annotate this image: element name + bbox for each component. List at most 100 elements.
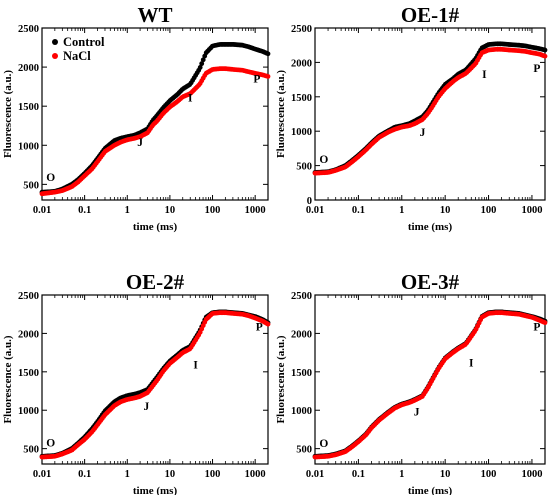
phase-label: P: [533, 321, 540, 333]
data-point: [265, 321, 271, 327]
x-tick-label: 1000: [245, 205, 266, 216]
x-tick-label: 0.1: [352, 469, 365, 480]
phase-label: O: [46, 172, 55, 184]
data-point: [197, 65, 203, 70]
data-series: [312, 310, 548, 460]
x-tick-label: 10: [165, 205, 176, 216]
y-axis-label: Fluorescence (a.u.): [275, 70, 287, 158]
y-tick-label: 2500: [18, 24, 39, 35]
chart-title: OE-2#: [126, 270, 185, 294]
y-tick-label: 500: [23, 445, 39, 456]
phase-label: J: [420, 127, 426, 139]
phase-label: I: [193, 360, 198, 372]
phase-label: O: [319, 154, 328, 166]
x-tick-label: 1000: [521, 469, 542, 480]
data-point: [199, 61, 205, 67]
chart-title: OE-1#: [401, 3, 460, 27]
data-series: [39, 310, 271, 460]
phase-label: I: [188, 92, 193, 104]
y-axis-label: Fluorescence (a.u.): [275, 335, 287, 423]
phase-label: I: [469, 357, 474, 369]
x-tick-label: 1: [125, 469, 130, 480]
data-series: [39, 42, 271, 195]
phase-label: P: [533, 63, 540, 75]
y-tick-label: 0: [307, 196, 312, 207]
y-tick-label: 500: [296, 445, 312, 456]
x-tick-label: 1000: [245, 469, 266, 480]
y-tick-label: 2500: [291, 291, 312, 302]
y-tick-label: 1000: [18, 141, 39, 152]
data-point: [542, 47, 548, 53]
data-series: [39, 66, 271, 197]
y-tick-label: 2000: [291, 329, 312, 340]
data-point: [542, 320, 548, 326]
x-tick-label: 0.01: [306, 469, 324, 480]
y-tick-label: 500: [296, 162, 312, 173]
chart-panel: 0.01 0.1 1 10 100 1000 0 500 1000 1500 2000 2500 OE-…: [275, 3, 548, 233]
x-axis-label: time (ms): [133, 485, 178, 495]
data-point: [200, 57, 206, 63]
x-tick-label: 1: [125, 205, 130, 216]
phase-label: I: [482, 69, 487, 81]
y-axis-label: Fluorescence (a.u.): [2, 70, 14, 158]
y-tick-label: 2000: [18, 329, 39, 340]
phase-label: J: [143, 401, 149, 413]
phase-label: O: [46, 437, 55, 449]
x-axis-label: time (ms): [408, 221, 453, 233]
x-tick-label: 0.1: [78, 469, 91, 480]
x-tick-label: 1: [399, 205, 404, 216]
legend-label: NaCl: [63, 49, 91, 63]
y-tick-label: 1000: [291, 406, 312, 417]
data-point: [542, 53, 548, 59]
legend-marker: [52, 53, 58, 59]
chart-panel: 0.01 0.1 1 10 100 1000 500 1000 1500 2000 2500 WT ti…: [2, 3, 271, 233]
y-tick-label: 1500: [291, 93, 312, 104]
x-tick-label: 0.1: [78, 205, 91, 216]
y-tick-label: 2000: [291, 58, 312, 69]
x-axis-label: time (ms): [408, 485, 453, 495]
phase-label: J: [137, 137, 143, 149]
chart-title: WT: [137, 3, 172, 27]
x-tick-label: 100: [481, 205, 497, 216]
x-tick-label: 1000: [521, 205, 542, 216]
x-tick-label: 10: [440, 205, 451, 216]
y-tick-label: 1500: [18, 368, 39, 379]
x-tick-label: 10: [440, 469, 451, 480]
y-tick-label: 1500: [18, 102, 39, 113]
x-tick-label: 100: [481, 469, 497, 480]
chart-panel: 0.01 0.1 1 10 100 1000 500 1000 1500 2000 2500 OE-3…: [275, 270, 548, 495]
plot-frame: [314, 294, 546, 465]
phase-label: P: [256, 321, 263, 333]
y-tick-label: 1000: [18, 406, 39, 417]
legend-label: Control: [63, 35, 105, 49]
plot-frame: [314, 27, 546, 201]
legend-marker: [52, 39, 58, 45]
y-tick-label: 1000: [291, 127, 312, 138]
x-tick-label: 10: [165, 469, 176, 480]
x-tick-label: 100: [205, 205, 221, 216]
chart-panel: 0.01 0.1 1 10 100 1000 500 1000 1500 2000 2500 OE-2…: [2, 270, 271, 495]
y-axis-label: Fluorescence (a.u.): [2, 335, 14, 423]
data-point: [265, 74, 271, 79]
x-tick-label: 0.01: [33, 205, 51, 216]
x-tick-label: 0.01: [306, 205, 324, 216]
data-point: [265, 51, 271, 57]
data-series: [312, 46, 548, 176]
x-tick-label: 100: [205, 469, 221, 480]
y-tick-label: 1500: [291, 368, 312, 379]
y-tick-label: 500: [23, 180, 39, 191]
y-tick-label: 2000: [18, 63, 39, 74]
phase-label: O: [319, 438, 328, 450]
phase-label: P: [253, 74, 260, 86]
x-axis-label: time (ms): [133, 221, 178, 233]
y-tick-label: 2500: [18, 291, 39, 302]
plot-frame: [41, 27, 269, 201]
x-tick-label: 1: [399, 469, 404, 480]
y-tick-label: 2500: [291, 24, 312, 35]
x-tick-label: 0.01: [33, 469, 51, 480]
chart-title: OE-3#: [401, 270, 460, 294]
phase-label: J: [414, 407, 420, 419]
x-tick-label: 0.1: [352, 205, 365, 216]
plot-frame: [41, 294, 269, 465]
